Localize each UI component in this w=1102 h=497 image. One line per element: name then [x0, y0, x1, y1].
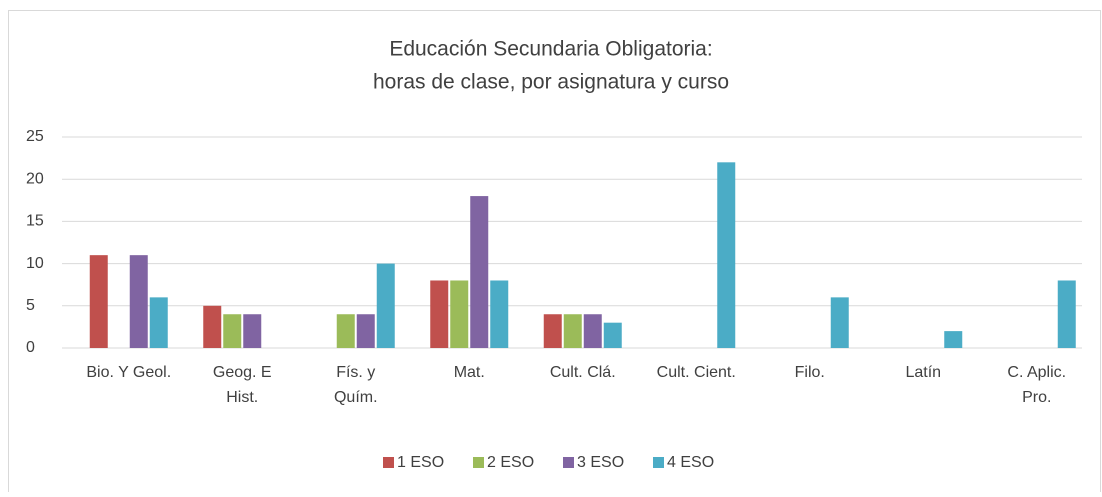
chart-frame	[8, 10, 1101, 497]
x-tick-label: C. Aplic. Pro.	[1007, 364, 1066, 406]
y-tick-label: 20	[26, 170, 44, 187]
bar	[543, 314, 562, 348]
bar	[470, 196, 489, 348]
x-tick-label: Cult. Cient.	[657, 364, 736, 381]
y-tick-label: 5	[26, 297, 35, 314]
bar	[203, 305, 222, 348]
legend-label: 1 ESO	[397, 454, 444, 471]
legend-label: 3 ESO	[577, 454, 624, 471]
bar	[129, 255, 148, 348]
y-tick-label: 25	[26, 128, 44, 145]
bar	[450, 280, 469, 348]
legend-swatch	[383, 457, 394, 468]
x-tick-label: Geog. E Hist.	[213, 364, 272, 406]
legend-swatch	[473, 457, 484, 468]
x-tick-label: Bio. Y Geol.	[86, 364, 171, 381]
bar	[583, 314, 602, 348]
bar	[1057, 280, 1076, 348]
bar	[243, 314, 262, 348]
legend-label: 2 ESO	[487, 454, 534, 471]
x-tick-label: Fís. y Quím.	[334, 364, 378, 406]
bar	[830, 297, 849, 348]
bar	[89, 255, 108, 348]
bar	[149, 297, 168, 348]
bar	[430, 280, 449, 348]
y-tick-label: 15	[26, 213, 44, 230]
y-tick-label: 0	[26, 339, 35, 356]
x-tick-label: Mat.	[454, 364, 485, 381]
bar	[356, 314, 375, 348]
bar	[376, 263, 395, 348]
bar	[490, 280, 509, 348]
bar	[223, 314, 242, 348]
bar	[603, 322, 622, 348]
x-tick-label: Latín	[905, 364, 941, 381]
bar	[944, 331, 963, 348]
x-tick-label: Cult. Clá.	[550, 364, 616, 381]
bar	[717, 162, 736, 348]
legend-swatch	[563, 457, 574, 468]
chart-title: Educación Secundaria Obligatoria:	[389, 38, 712, 61]
legend-swatch	[653, 457, 664, 468]
x-tick-label: Filo.	[795, 364, 825, 381]
bar	[563, 314, 582, 348]
legend-label: 4 ESO	[667, 454, 714, 471]
y-tick-label: 10	[26, 255, 44, 272]
chart-title: horas de clase, por asignatura y curso	[373, 71, 729, 94]
bar	[336, 314, 355, 348]
